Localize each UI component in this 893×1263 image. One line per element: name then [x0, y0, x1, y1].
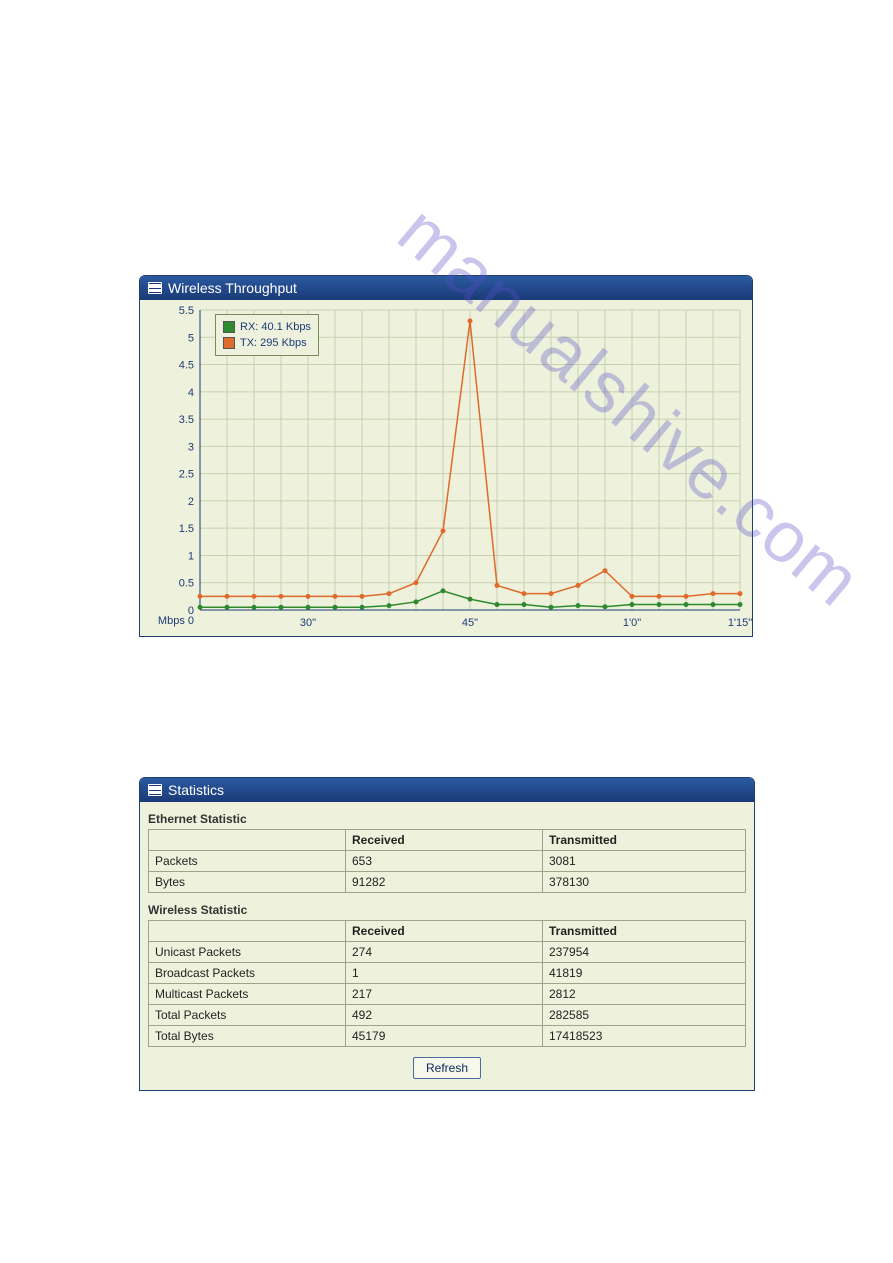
table-row: Broadcast Packets141819	[149, 963, 746, 984]
svg-text:4: 4	[188, 387, 194, 399]
list-icon	[148, 282, 162, 294]
legend-item-rx: RX: 40.1 Kbps	[223, 319, 311, 335]
legend-item-tx: TX: 295 Kbps	[223, 335, 311, 351]
column-header	[149, 921, 346, 942]
svg-text:5: 5	[188, 332, 194, 344]
svg-text:4.5: 4.5	[179, 360, 194, 372]
column-header: Transmitted	[543, 921, 746, 942]
panel-header: Statistics	[140, 778, 754, 802]
statistics-table: ReceivedTransmittedPackets6533081Bytes91…	[148, 829, 746, 893]
row-value: 41819	[543, 963, 746, 984]
row-label: Broadcast Packets	[149, 963, 346, 984]
row-value: 653	[346, 851, 543, 872]
row-label: Total Bytes	[149, 1026, 346, 1047]
table-row: Total Bytes4517917418523	[149, 1026, 746, 1047]
svg-text:3.5: 3.5	[179, 414, 194, 426]
svg-text:1.5: 1.5	[179, 523, 194, 535]
refresh-button[interactable]: Refresh	[413, 1057, 481, 1079]
row-value: 45179	[346, 1026, 543, 1047]
throughput-chart-area: 00.511.522.533.544.555.5Mbps 030"45"1'0"…	[140, 300, 752, 637]
column-header	[149, 830, 346, 851]
svg-text:30": 30"	[300, 617, 316, 629]
svg-text:0.5: 0.5	[179, 578, 194, 590]
chart-legend: RX: 40.1 KbpsTX: 295 Kbps	[215, 314, 319, 356]
wireless-throughput-panel: Wireless Throughput 00.511.522.533.544.5…	[139, 275, 753, 637]
svg-text:2.5: 2.5	[179, 469, 194, 481]
svg-text:2: 2	[188, 496, 194, 508]
column-header: Received	[346, 830, 543, 851]
row-value: 282585	[543, 1005, 746, 1026]
tx-swatch-icon	[223, 337, 235, 349]
column-header: Transmitted	[543, 830, 746, 851]
svg-text:Mbps 0: Mbps 0	[158, 615, 194, 627]
row-value: 3081	[543, 851, 746, 872]
statistics-body: Ethernet StatisticReceivedTransmittedPac…	[140, 802, 754, 1089]
column-header: Received	[346, 921, 543, 942]
row-value: 2812	[543, 984, 746, 1005]
section-title: Wireless Statistic	[148, 899, 746, 920]
table-row: Bytes91282378130	[149, 872, 746, 893]
row-value: 492	[346, 1005, 543, 1026]
row-label: Unicast Packets	[149, 942, 346, 963]
panel-title: Wireless Throughput	[168, 280, 297, 296]
row-label: Bytes	[149, 872, 346, 893]
table-row: Multicast Packets2172812	[149, 984, 746, 1005]
row-value: 378130	[543, 872, 746, 893]
row-value: 17418523	[543, 1026, 746, 1047]
list-icon	[148, 784, 162, 796]
svg-text:45": 45"	[462, 617, 478, 629]
row-value: 237954	[543, 942, 746, 963]
legend-label: RX: 40.1 Kbps	[240, 319, 311, 335]
svg-text:5.5: 5.5	[179, 305, 194, 317]
table-header-row: ReceivedTransmitted	[149, 921, 746, 942]
table-row: Packets6533081	[149, 851, 746, 872]
row-value: 217	[346, 984, 543, 1005]
table-row: Unicast Packets274237954	[149, 942, 746, 963]
table-header-row: ReceivedTransmitted	[149, 830, 746, 851]
statistics-table: ReceivedTransmittedUnicast Packets274237…	[148, 920, 746, 1047]
row-label: Total Packets	[149, 1005, 346, 1026]
legend-label: TX: 295 Kbps	[240, 335, 307, 351]
panel-header: Wireless Throughput	[140, 276, 752, 300]
statistics-panel: Statistics Ethernet StatisticReceivedTra…	[139, 777, 755, 1091]
rx-swatch-icon	[223, 321, 235, 333]
row-label: Packets	[149, 851, 346, 872]
row-value: 1	[346, 963, 543, 984]
svg-text:1: 1	[188, 550, 194, 562]
svg-text:3: 3	[188, 441, 194, 453]
panel-title: Statistics	[168, 782, 224, 798]
row-value: 274	[346, 942, 543, 963]
row-value: 91282	[346, 872, 543, 893]
table-row: Total Packets492282585	[149, 1005, 746, 1026]
section-title: Ethernet Statistic	[148, 808, 746, 829]
row-label: Multicast Packets	[149, 984, 346, 1005]
svg-text:1'15": 1'15"	[728, 617, 752, 629]
svg-text:1'0": 1'0"	[623, 617, 641, 629]
